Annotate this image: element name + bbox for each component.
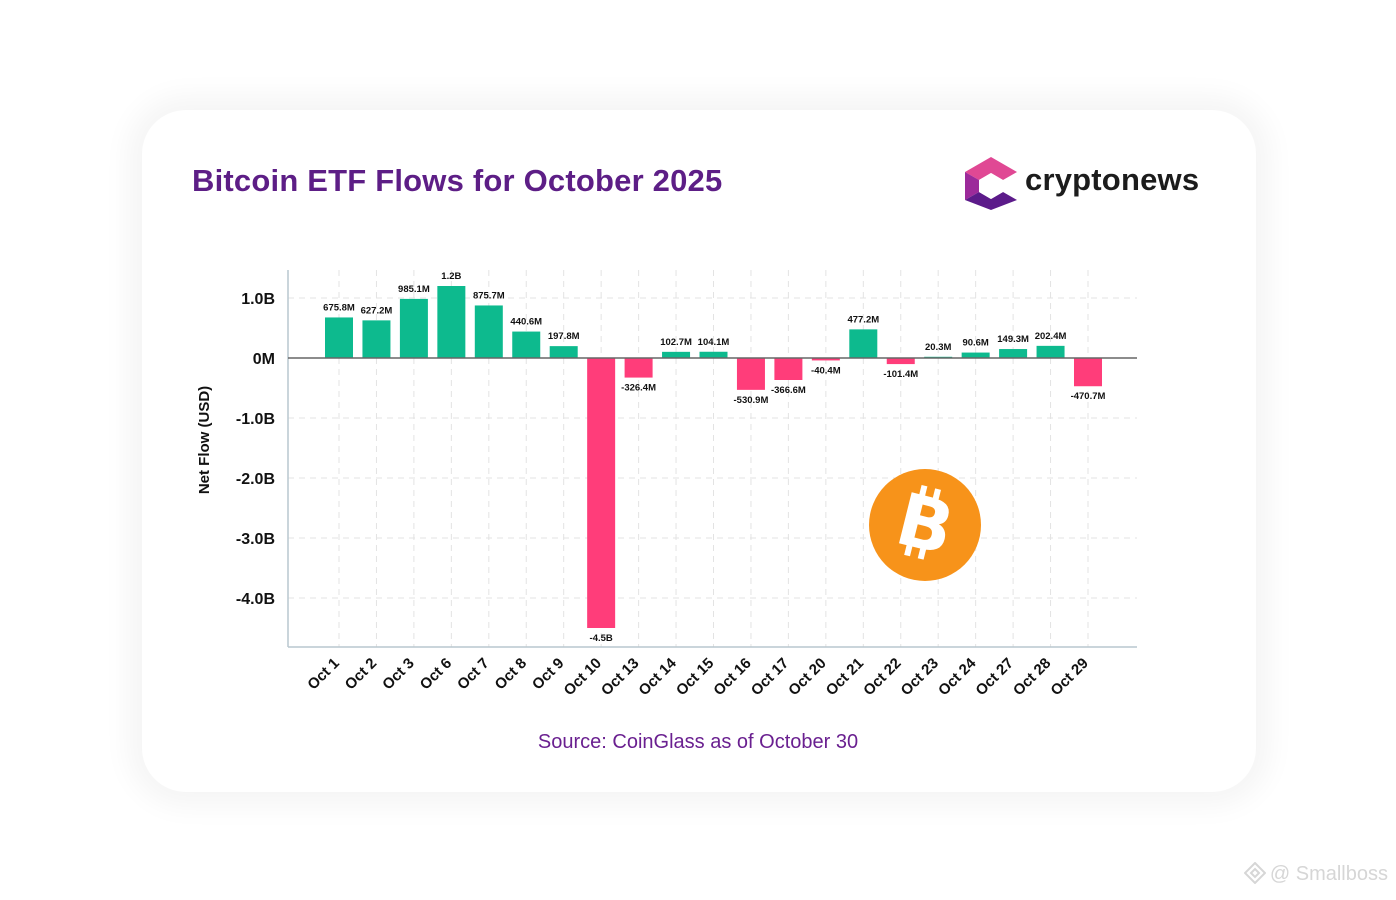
bar [849, 329, 878, 358]
brand-logo: cryptonews [963, 154, 1199, 212]
bar [699, 351, 728, 358]
x-tick-label: Oct 24 [935, 654, 980, 699]
x-tick-label: Oct 13 [598, 655, 642, 699]
y-tick-label: 1.0B [241, 291, 275, 308]
bar-value-label: 149.3M [997, 334, 1029, 345]
x-tick-label: Oct 20 [785, 655, 829, 699]
x-tick-label: Oct 28 [1010, 655, 1054, 699]
x-tick-label: Oct 21 [823, 655, 867, 699]
bar [736, 358, 765, 390]
bar [1074, 358, 1102, 387]
bar [774, 358, 803, 380]
bar [474, 305, 503, 358]
x-tick-label: Oct 3 [379, 655, 418, 694]
bar [325, 317, 353, 358]
x-tick-label: Oct 22 [860, 655, 904, 699]
bar-value-label: -4.5B [590, 633, 613, 644]
bar-value-label: 90.6M [962, 338, 988, 349]
x-tick-label: Oct 17 [748, 655, 792, 699]
bar-value-label: 875.7M [473, 290, 505, 301]
chart-card [142, 110, 1256, 792]
bar [961, 352, 990, 358]
bar-value-label: -530.9M [734, 395, 769, 406]
y-tick-label: -3.0B [236, 531, 275, 548]
x-tick-label: Oct 23 [898, 655, 942, 699]
y-tick-label: -4.0B [236, 591, 275, 608]
bar [1036, 345, 1065, 358]
y-axis-title: Net Flow (USD) [196, 386, 213, 494]
bar-value-label: 985.1M [398, 284, 430, 295]
bar-value-label: 1.2B [441, 271, 461, 282]
bar-value-label: -470.7M [1071, 391, 1106, 402]
bar-value-label: 20.3M [925, 342, 951, 353]
bar [587, 358, 616, 628]
bar [811, 358, 840, 361]
bar-value-label: 102.7M [660, 337, 692, 348]
x-tick-label: Oct 2 [342, 655, 381, 694]
bars [325, 286, 1102, 628]
bar-value-label: 197.8M [548, 331, 580, 342]
bar-value-label: 477.2M [847, 314, 879, 325]
bar-value-label: -326.4M [621, 383, 656, 394]
x-tick-label: Oct 16 [710, 655, 754, 699]
chart-title: Bitcoin ETF Flows for October 2025 [192, 163, 723, 198]
y-tick-label: -2.0B [236, 471, 275, 488]
bar [662, 351, 691, 358]
bar [512, 331, 541, 358]
diamond-logo-icon [1243, 861, 1267, 885]
watermark-text: @ Smallboss [1269, 863, 1388, 885]
axes [287, 270, 1137, 648]
bar-value-label: 202.4M [1035, 331, 1067, 342]
y-tick-label: -1.0B [236, 411, 275, 428]
bar [999, 349, 1028, 358]
bar [624, 358, 653, 378]
bar-value-label: -366.6M [771, 385, 806, 396]
bar-value-label: 627.2M [361, 305, 393, 316]
cryptonews-logo-icon [965, 157, 1017, 210]
bar-value-label: -40.4M [811, 365, 841, 376]
bitcoin-icon: B [869, 469, 981, 581]
x-tick-label: Oct 29 [1047, 655, 1091, 699]
bar [437, 286, 466, 358]
x-tick-label: Oct 27 [972, 655, 1016, 699]
brand-name: cryptonews [1025, 162, 1200, 197]
bar-value-label: 104.1M [698, 337, 730, 348]
bar-value-label: 440.6M [510, 317, 542, 328]
bar-value-label: -101.4M [883, 369, 918, 380]
x-tick-label: Oct 14 [635, 654, 680, 699]
y-tick-label: 0M [253, 351, 275, 368]
grid [288, 270, 1137, 647]
watermark: @ Smallboss [1243, 861, 1388, 886]
bar [362, 320, 391, 358]
x-tick-label: Oct 10 [561, 655, 605, 699]
x-tick-label: Oct 6 [417, 655, 456, 694]
x-tick-label: Oct 1 [304, 655, 343, 694]
x-tick-label: Oct 15 [673, 655, 717, 699]
bar [886, 358, 915, 365]
bar [399, 298, 428, 358]
bar-value-label: 675.8M [323, 302, 355, 313]
bar [549, 346, 578, 358]
chart-source: Source: CoinGlass as of October 30 [537, 731, 859, 753]
x-tick-label: Oct 8 [492, 655, 531, 694]
x-tick-label: Oct 7 [454, 655, 493, 694]
